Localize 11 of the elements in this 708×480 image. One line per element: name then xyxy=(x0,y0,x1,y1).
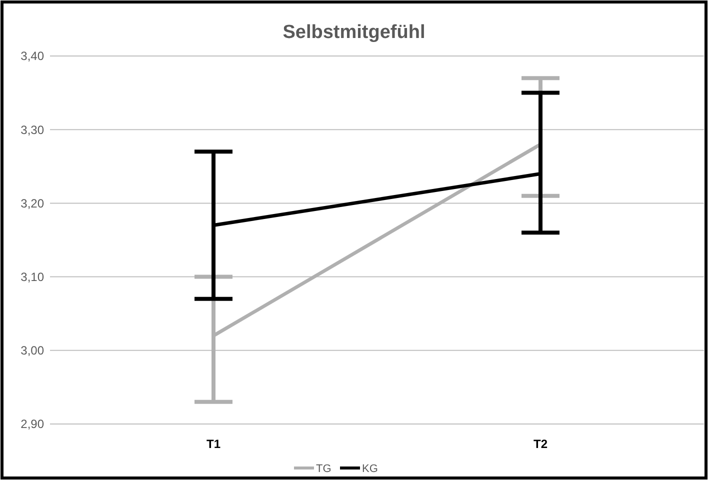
y-tick-label: 3,30 xyxy=(20,122,44,137)
legend-label: TG xyxy=(316,462,332,475)
y-tick-label: 3,00 xyxy=(20,344,44,358)
legend-label: KG xyxy=(362,462,378,475)
x-tick-label: T2 xyxy=(533,437,548,452)
chart-title: Selbstmitgefühl xyxy=(282,22,426,43)
y-tick-label: 2,90 xyxy=(20,417,44,432)
y-tick-label: 3,40 xyxy=(20,49,44,64)
x-tick-label: T1 xyxy=(206,437,221,452)
y-tick-label: 3,10 xyxy=(20,270,44,284)
y-tick-label: 3,20 xyxy=(20,196,44,210)
